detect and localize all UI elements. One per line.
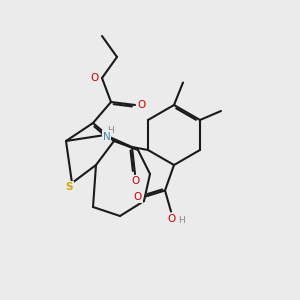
Text: O: O [90,73,99,83]
Text: O: O [137,100,145,110]
Text: S: S [65,182,73,193]
Text: H: H [178,216,185,225]
Text: H: H [108,126,114,135]
Text: O: O [167,214,175,224]
Text: O: O [134,191,142,202]
Text: N: N [103,131,110,142]
Text: O: O [131,176,139,187]
